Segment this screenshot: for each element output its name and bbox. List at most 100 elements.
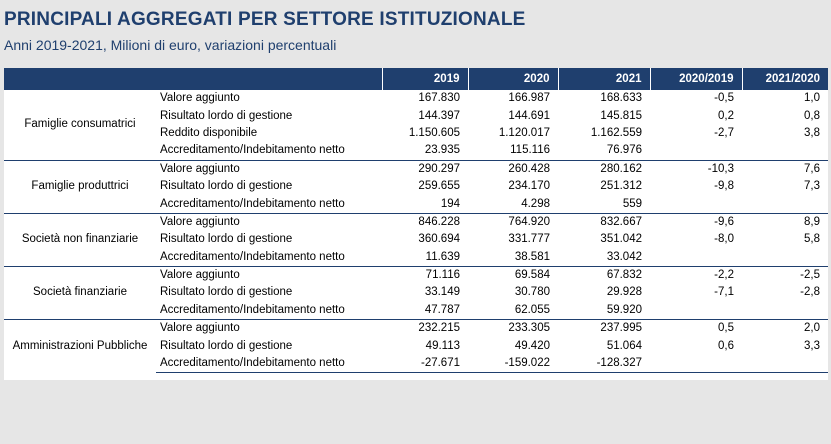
var-2020-2019-cell: -9,8 [714,180,734,193]
value-2019-cell: 144.397 [418,109,460,122]
metric-cell: Valore aggiunto [156,265,382,285]
aggregates-table: 2019 2020 2021 2020/2019 2021/2020 Famig… [4,68,828,374]
var-2021-2020-cell: -2,8 [800,286,820,299]
var-2021-2020-cell: 3,8 [804,126,820,139]
value-2020-cell: 234.170 [508,180,550,193]
value-2021-cell: 33.042 [606,250,642,263]
value-2021-cell: 168.633 [558,89,650,108]
metric-cell: Valore aggiunto [156,159,382,178]
value-2020-cell: 4.298 [521,197,550,210]
value-2021-cell: 1.162.559 [590,126,642,139]
value-2020-cell: 49.420 [514,339,550,352]
metric-cell: Risultato lordo di gestione [160,286,293,299]
var-2020-2019-cell: -0,5 [650,89,742,108]
value-2021-cell: 559 [622,197,642,210]
table-row: Accreditamento/Indebitamento netto 194 4.2… [4,195,828,213]
page-subtitle: Anni 2019-2021, Milioni di euro, variazi… [4,37,337,53]
value-2020-cell: 166.987 [468,89,558,108]
page-title: PRINCIPALI AGGREGATI PER SETTORE ISTITUZ… [4,9,526,30]
metric-cell: Valore aggiunto [156,89,382,108]
var-2021-2020-cell [742,354,828,374]
value-2021-cell: 237.995 [558,319,650,338]
var-2021-2020-cell: 7,3 [804,180,820,193]
value-2019-cell: 47.787 [424,303,460,316]
value-2020-cell: 115.116 [510,144,550,157]
table-row: Accreditamento/Indebitamento netto -27.67… [4,354,828,374]
value-2020-cell: 30.780 [514,286,550,299]
value-2019-cell: 846.228 [382,212,468,232]
metric-cell: Valore aggiunto [156,212,382,232]
var-2020-2019-cell [650,354,742,374]
header-var-2021-2020: 2021/2020 [741,68,828,90]
var-2021-2020-cell: 1,0 [742,89,828,108]
var-2020-2019-cell: 0,6 [718,339,734,352]
var-2020-2019-cell: -2,2 [650,265,742,285]
value-2019-cell: 49.113 [425,339,460,352]
var-2020-2019-cell [650,195,742,213]
header-2021: 2021 [557,68,650,90]
var-2020-2019-cell: -9,6 [650,212,742,232]
value-2021-cell: 59.920 [606,303,642,316]
metric-cell: Risultato lordo di gestione [160,339,293,352]
var-2020-2019-cell: 0,2 [718,109,734,122]
value-2021-cell: -128.327 [558,354,650,374]
metric-cell: Reddito disponibile [160,126,258,139]
table-row: Amministrazioni Pubbliche Valore aggiunto… [4,319,828,373]
table-row: Risultato lordo di gestione 144.397 144.69… [4,107,828,124]
sector-label: Famiglie consumatrici [4,89,156,161]
value-2019-cell: 290.297 [382,159,468,178]
value-2019-cell: 71.116 [382,265,468,285]
value-2020-cell: 233.305 [468,319,558,338]
table-body: Famiglie consumatrici Valore aggiunto 167.… [4,89,828,374]
header-metric [156,68,382,90]
table-row: Accreditamento/Indebitamento netto 23.935… [4,142,828,160]
metric-cell: Risultato lordo di gestione [160,233,293,246]
value-2020-cell: 260.428 [468,159,558,178]
value-2021-cell: 51.064 [606,339,642,352]
header-2020: 2020 [467,68,558,90]
var-2020-2019-cell: -2,7 [714,126,734,139]
sector-label: Famiglie produttrici [4,159,156,214]
var-2020-2019-cell: -8,0 [714,233,734,246]
metric-cell: Risultato lordo di gestione [160,109,293,122]
var-2021-2020-cell [742,249,828,267]
var-2021-2020-cell: 7,6 [742,159,828,178]
metric-cell: Risultato lordo di gestione [160,180,293,193]
metric-cell: Accreditamento/Indebitamento netto [160,250,345,263]
table-row: Risultato lordo di gestione 360.694 331.77… [4,231,828,248]
value-2020-cell: 38.581 [514,250,550,263]
value-2021-cell: 29.928 [606,286,642,299]
var-2021-2020-cell [742,302,828,320]
sector-label: Società non finanziarie [4,212,156,267]
table-row: Risultato lordo di gestione 33.149 30.780 2… [4,284,828,301]
table-row: Risultato lordo di gestione 259.655 234.17… [4,178,828,195]
var-2021-2020-cell: 3,3 [804,339,820,352]
var-2021-2020-cell: 2,0 [742,319,828,338]
value-2021-cell: 832.667 [558,212,650,232]
metric-cell: Accreditamento/Indebitamento netto [156,354,382,374]
value-2019-cell: 167.830 [382,89,468,108]
metric-cell: Accreditamento/Indebitamento netto [160,303,345,316]
value-2021-cell: 251.312 [600,180,642,193]
value-2021-cell: 145.815 [600,109,642,122]
var-2021-2020-cell: 0,8 [804,109,820,122]
table-header-row: 2019 2020 2021 2020/2019 2021/2020 [4,68,828,90]
value-2020-cell: -159.022 [468,354,558,374]
var-2020-2019-cell: -7,1 [714,286,734,299]
value-2019-cell: 11.639 [425,250,460,263]
value-2020-cell: 764.920 [468,212,558,232]
var-2020-2019-cell: -10,3 [650,159,742,178]
metric-cell: Accreditamento/Indebitamento netto [160,197,345,210]
value-2020-cell: 69.584 [468,265,558,285]
var-2020-2019-cell [650,142,742,160]
table-row: Società finanziarie Valore aggiunto 71.116… [4,265,828,320]
var-2021-2020-cell: -2,5 [742,265,828,285]
value-2021-cell: 280.162 [558,159,650,178]
metric-cell: Accreditamento/Indebitamento netto [160,144,345,157]
var-2021-2020-cell [742,195,828,213]
sector-label: Società finanziarie [4,265,156,320]
var-2021-2020-cell [742,142,828,160]
value-2019-cell: 23.935 [424,144,460,157]
data-table-container: 2019 2020 2021 2020/2019 2021/2020 Famig… [4,68,828,380]
value-2019-cell: 360.694 [418,233,460,246]
